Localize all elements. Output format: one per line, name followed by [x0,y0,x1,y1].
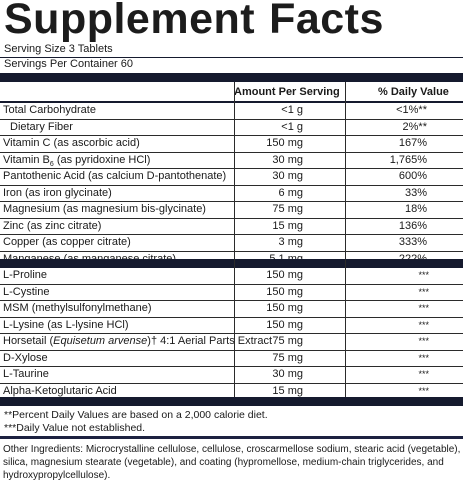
row-amount: <1 g [281,104,303,116]
row-amount: 30 mg [272,153,303,166]
header-amount: Amount Per Serving [234,86,340,98]
row-daily-value: 33% [404,186,427,199]
row-name: L-Taurine [3,368,49,380]
row-amount: 150 mg [266,285,303,298]
table-row: Dietary Fiber <1 g 2%** [0,120,463,136]
servings-per-container: Servings Per Container 60 [4,58,134,70]
row-name: D-Xylose [3,351,48,364]
row-amount: 150 mg [266,137,303,149]
ingredient-table: L-Proline 150 mg *** L-Cystine 150 mg *** MSM … [0,268,463,400]
row-daily-value: 167% [398,137,427,149]
row-daily-value: 600% [398,170,427,182]
row-daily-value: 18% [404,203,427,215]
row-amount: 75 mg [272,351,303,364]
row-daily-value: *** [418,369,429,379]
row-daily-value: 333% [398,236,427,248]
title-word-facts: Facts [269,0,384,43]
row-name: Vitamin B6 (as pyridoxine HCl) [3,153,151,168]
row-daily-value: *** [418,303,429,313]
row-name: Iron (as iron glycinate) [3,186,112,199]
nutrient-table: Total Carbohydrate <1 g <1%** Dietary Fiber… [0,103,463,268]
row-name: Horsetail (Equisetum arvense)† 4:1 Aeria… [3,335,273,347]
row-daily-value: *** [418,319,429,330]
row-name: MSM (methylsulfonylmethane) [3,302,152,314]
row-name: Dietary Fiber [10,120,73,133]
divider-footer [0,436,463,439]
table-row: Copper (as copper citrate) 3 mg 333% [0,235,463,252]
table-row: L-Lysine (as L-lysine HCl) 150 mg *** [0,318,463,334]
row-name: Zinc (as zinc citrate) [3,219,102,232]
row-name: Pantothenic Acid (as calcium D-pantothen… [3,170,227,182]
header-daily-value: % Daily Value [378,86,449,98]
other-ingredients: Other Ingredients: Microcrystalline cell… [3,444,461,481]
row-amount: 15 mg [272,384,303,397]
row-daily-value: *** [418,336,429,346]
table-row: Vitamin C (as ascorbic acid) 150 mg 167% [0,136,463,153]
row-name: L-Lysine (as L-lysine HCl) [3,318,129,331]
table-row: Pantothenic Acid (as calcium D-pantothen… [0,169,463,186]
row-amount: 150 mg [266,269,303,281]
title-word-supplement: Supplement [4,0,256,43]
serving-size: Serving Size 3 Tablets [4,43,113,55]
row-name: Total Carbohydrate [3,104,96,116]
panel-title: Supplement Facts [4,0,384,44]
row-daily-value: *** [418,270,429,280]
divider-thick-middle [0,259,463,268]
row-daily-value: *** [418,385,429,396]
row-amount: 30 mg [272,170,303,182]
table-row: L-Cystine 150 mg *** [0,285,463,301]
row-name: Vitamin C (as ascorbic acid) [3,137,140,149]
row-amount: 150 mg [266,302,303,314]
row-daily-value: 2%** [402,120,427,133]
row-amount: 75 mg [272,203,303,215]
column-separator-dv [345,82,346,397]
row-amount: 150 mg [266,318,303,331]
row-amount: 15 mg [272,219,303,232]
table-row: Zinc (as zinc citrate) 15 mg 136% [0,219,463,235]
table-row: L-Proline 150 mg *** [0,268,463,285]
row-daily-value: *** [418,286,429,297]
row-name: Alpha-Ketoglutaric Acid [3,384,117,397]
table-row: D-Xylose 75 mg *** [0,351,463,367]
row-daily-value: *** [418,352,429,363]
table-row: L-Taurine 30 mg *** [0,367,463,384]
table-row: Iron (as iron glycinate) 6 mg 33% [0,186,463,202]
table-row: Total Carbohydrate <1 g <1%** [0,103,463,120]
row-name: L-Proline [3,269,48,281]
row-daily-value: 1,765% [389,153,427,166]
table-row: Magnesium (as magnesium bis-glycinate) 75… [0,202,463,219]
divider-thick-top [0,73,463,82]
table-row: Horsetail (Equisetum arvense)† 4:1 Aeria… [0,334,463,351]
table-row: MSM (methylsulfonylmethane) 150 mg *** [0,301,463,318]
row-name: Copper (as copper citrate) [3,236,131,248]
row-daily-value: <1%** [396,104,427,116]
row-name: L-Cystine [3,285,50,298]
footnote-percent-dv: **Percent Daily Values are based on a 2,… [4,409,268,421]
divider-thin [0,57,463,58]
divider-thick-bottom [0,397,463,406]
row-amount: 3 mg [278,236,303,248]
footnote-dv-not-established: ***Daily Value not established. [4,422,146,434]
row-amount: 30 mg [272,368,303,380]
row-amount: <1 g [281,120,303,133]
row-amount: 6 mg [278,186,303,199]
row-daily-value: 136% [398,219,427,232]
column-separator-amount [234,82,235,397]
table-row: Vitamin B6 (as pyridoxine HCl) 30 mg 1,765… [0,153,463,169]
row-amount: 75 mg [272,335,303,347]
divider-header [0,101,463,103]
row-name: Magnesium (as magnesium bis-glycinate) [3,203,206,215]
